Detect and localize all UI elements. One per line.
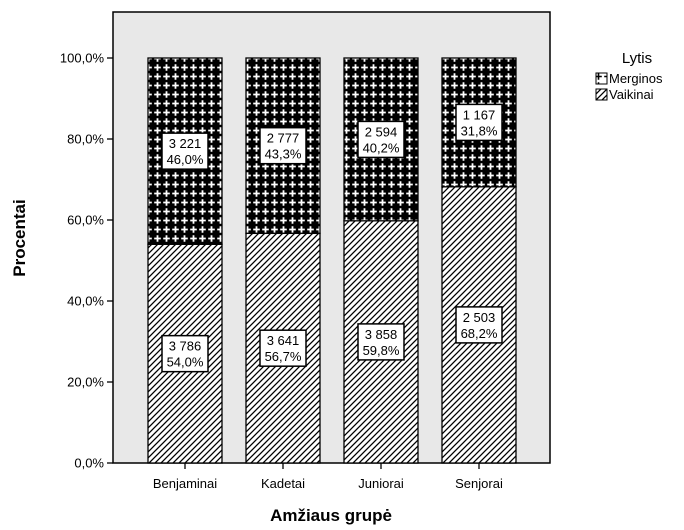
- data-label-box: [259, 126, 307, 165]
- legend-label-merginos: Merginos: [609, 71, 663, 86]
- x-tick-label: Juniorai: [358, 476, 404, 491]
- y-tick-label: 100,0%: [60, 51, 105, 66]
- x-tick-label: Senjorai: [455, 476, 503, 491]
- data-label-box: [161, 132, 209, 170]
- legend-title: Lytis: [622, 50, 652, 67]
- data-label-count: 2 503: [463, 310, 496, 325]
- data-label-count: 1 167: [463, 107, 496, 122]
- data-label-count: 3 786: [169, 339, 202, 354]
- legend: Lytis Merginos Vaikinai: [595, 50, 663, 102]
- data-label-count: 3 641: [267, 333, 300, 348]
- data-label-box: [455, 103, 503, 142]
- data-label-count: 3 858: [365, 327, 398, 342]
- data-label-percent: 56,7%: [265, 349, 302, 364]
- data-label-percent: 59,8%: [363, 343, 400, 358]
- y-axis-title: Procentai: [10, 199, 29, 276]
- data-label-box: [455, 306, 503, 344]
- data-label-count: 2 594: [365, 124, 398, 139]
- x-tick-label: Benjaminai: [153, 476, 217, 491]
- x-axis-title: Amžiaus grupė: [270, 506, 392, 525]
- data-label-percent: 54,0%: [167, 355, 204, 370]
- y-tick-label: 80,0%: [67, 132, 104, 147]
- data-label-percent: 68,2%: [461, 326, 498, 341]
- data-label-percent: 31,8%: [461, 123, 498, 138]
- y-tick-label: 20,0%: [67, 375, 104, 390]
- data-label-percent: 40,2%: [363, 140, 400, 155]
- y-tick-label: 40,0%: [67, 294, 104, 309]
- legend-label-vaikinai: Vaikinai: [609, 87, 654, 102]
- x-tick-label: Kadetai: [261, 476, 305, 491]
- data-label-box: [259, 329, 307, 367]
- legend-swatch-merginos: [595, 72, 608, 85]
- data-label-percent: 43,3%: [265, 147, 302, 162]
- x-axis: Benjaminai Kadetai Juniorai Senjorai: [153, 463, 503, 491]
- data-label-count: 3 221: [169, 136, 202, 151]
- bar-vaikinai-senjorai: [441, 186, 517, 464]
- data-label-box: [357, 120, 405, 159]
- y-tick-label: 0,0%: [74, 456, 104, 471]
- data-label-count: 2 777: [267, 131, 300, 146]
- data-label-percent: 46,0%: [167, 152, 204, 167]
- y-tick-label: 60,0%: [67, 213, 104, 228]
- data-label-box: [357, 323, 405, 361]
- data-label-box: [161, 334, 209, 373]
- legend-swatch-vaikinai: [595, 88, 608, 101]
- y-axis: 0,0% 20,0% 40,0% 60,0% 80,0% 100,0%: [60, 51, 113, 471]
- bars-layer: [147, 57, 517, 464]
